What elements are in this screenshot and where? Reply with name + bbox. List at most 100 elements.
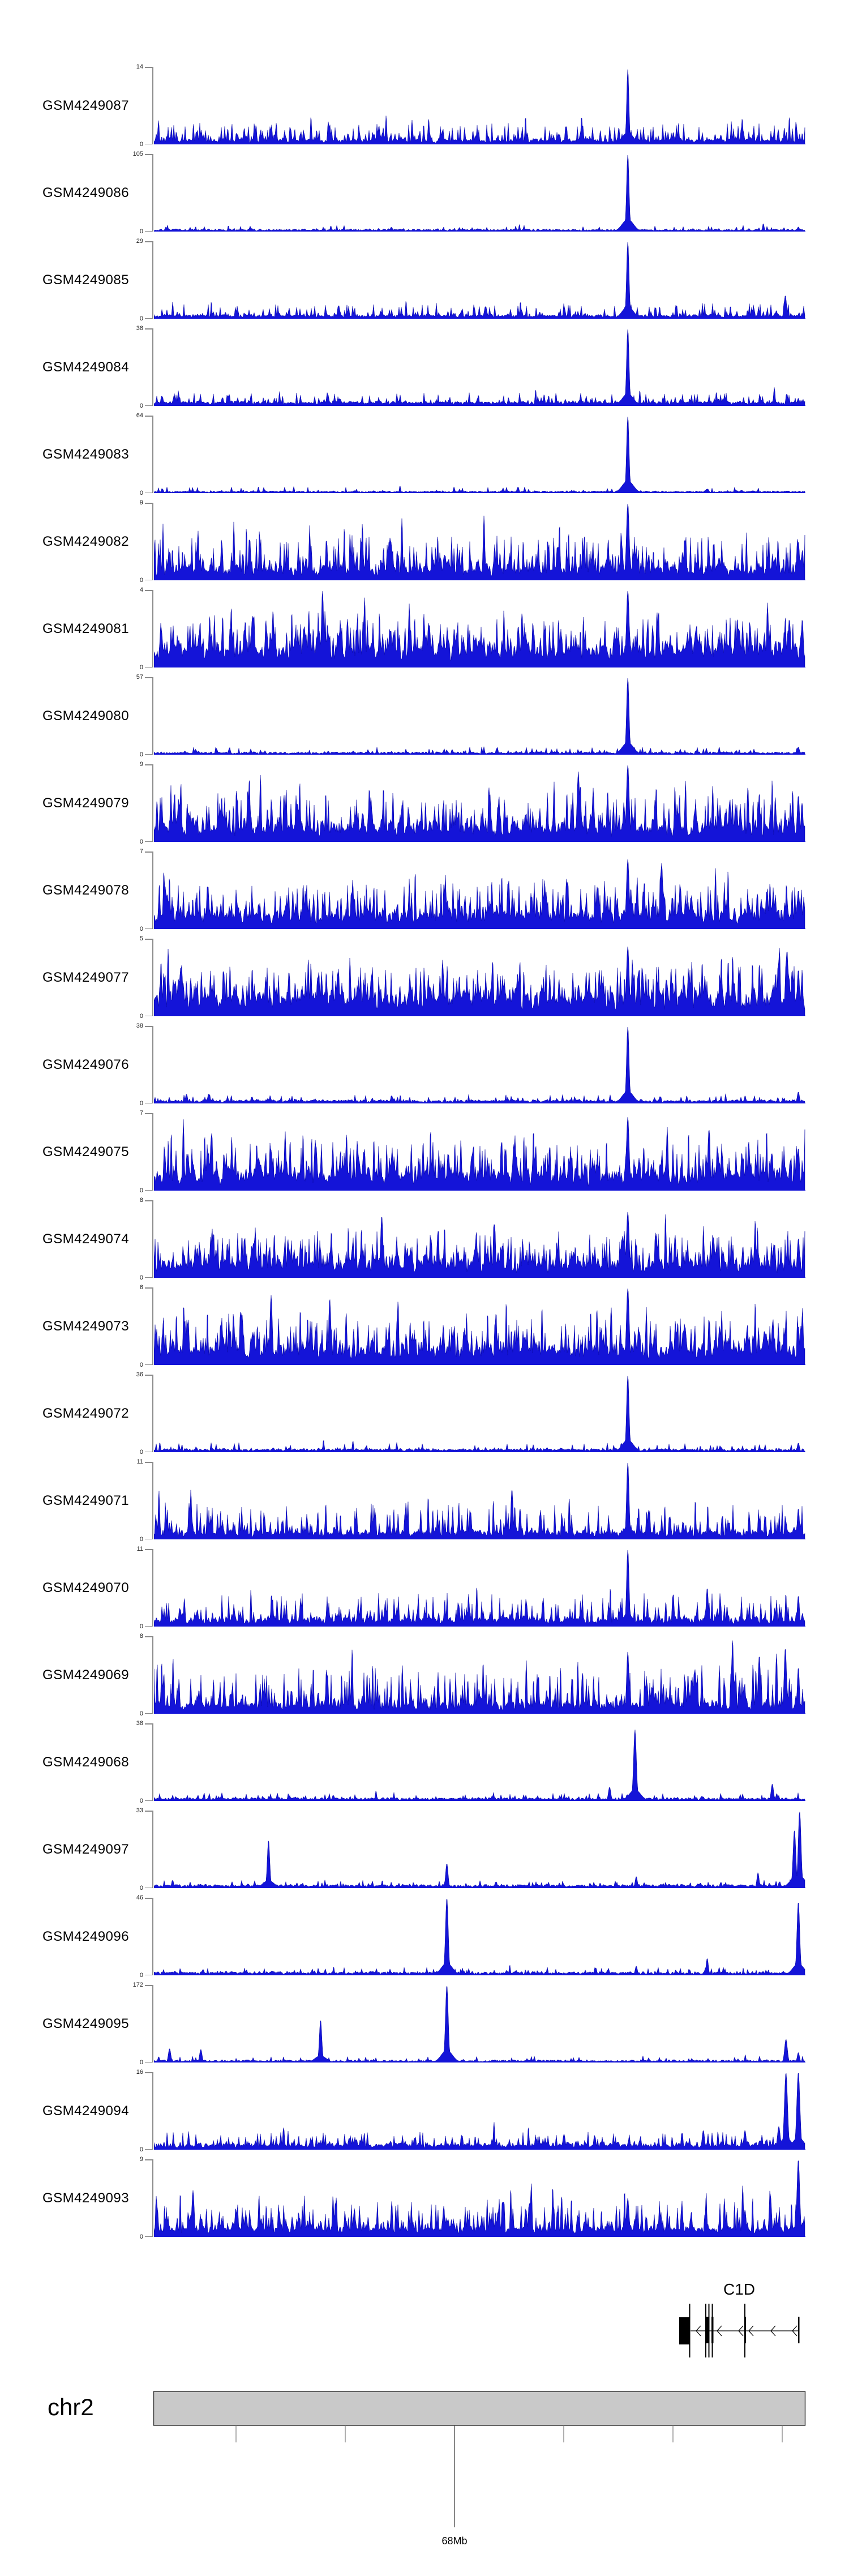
signal-track: GSM4249069 8 0 — [0, 1633, 849, 1717]
y-axis-line — [152, 1636, 153, 1714]
track-scale-zero: 0 — [139, 315, 143, 322]
strand-arrow-icon — [717, 2325, 722, 2337]
y-axis-line — [152, 1985, 153, 2062]
track-sample-label: GSM4249093 — [42, 2190, 130, 2206]
track-scale-zero: 0 — [139, 577, 143, 584]
axis-tick — [145, 1026, 152, 1027]
signal-baseline — [154, 754, 805, 755]
signal-histogram — [154, 504, 805, 580]
track-scale-max: 105 — [132, 151, 143, 157]
axis-tick — [145, 154, 152, 155]
signal-histogram — [154, 1986, 805, 2062]
signal-track: GSM4249072 36 0 — [0, 1371, 849, 1456]
axis-tick — [145, 503, 152, 504]
track-sample-label: GSM4249072 — [42, 1405, 130, 1421]
axis-tick — [145, 764, 152, 765]
track-sample-label: GSM4249073 — [42, 1318, 130, 1334]
track-scale-zero: 0 — [139, 228, 143, 235]
signal-track: GSM4249077 5 0 — [0, 935, 849, 1020]
axis-tick — [145, 1015, 152, 1016]
signal-histogram — [154, 1212, 805, 1278]
signal-track: GSM4249081 4 0 — [0, 587, 849, 671]
signal-baseline — [154, 2149, 805, 2150]
axis-tick — [145, 590, 152, 591]
track-sample-label: GSM4249080 — [42, 708, 130, 724]
track-sample-label: GSM4249087 — [42, 97, 130, 113]
gene-label: C1D — [723, 2280, 755, 2298]
axis-tick — [145, 67, 152, 68]
signal-baseline — [154, 1189, 805, 1191]
track-sample-label: GSM4249096 — [42, 1928, 130, 1944]
track-scale-max: 5 — [139, 935, 143, 942]
track-scale-zero: 0 — [139, 2059, 143, 2066]
track-scale-zero: 0 — [139, 1885, 143, 1892]
signal-track: GSM4249080 57 0 — [0, 674, 849, 758]
axis-tick — [145, 939, 152, 940]
track-sample-label: GSM4249085 — [42, 272, 130, 288]
track-scale-zero: 0 — [139, 1972, 143, 1979]
y-axis-line — [152, 328, 153, 406]
signal-histogram — [154, 330, 805, 406]
track-scale-zero: 0 — [139, 664, 143, 671]
strand-arrow-icon — [738, 2325, 744, 2337]
signal-track: GSM4249079 9 0 — [0, 761, 849, 845]
signal-track: GSM4249075 7 0 — [0, 1110, 849, 1194]
y-axis-line — [152, 1026, 153, 1103]
y-axis-line — [152, 1462, 153, 1539]
track-sample-label: GSM4249079 — [42, 795, 130, 811]
y-axis-line — [152, 503, 153, 580]
axis-tick — [145, 1113, 152, 1114]
track-scale-max: 46 — [136, 1894, 143, 1901]
track-scale-zero: 0 — [139, 403, 143, 409]
signal-baseline — [154, 928, 805, 929]
axis-tick — [145, 1898, 152, 1899]
axis-tick — [145, 1375, 152, 1376]
strand-arrow-icon — [696, 2325, 701, 2337]
track-scale-max: 29 — [136, 238, 143, 245]
y-axis-line — [152, 2072, 153, 2150]
y-axis-line — [152, 1287, 153, 1365]
track-scale-max: 7 — [139, 1110, 143, 1116]
axis-tick — [145, 1636, 152, 1637]
y-axis-line — [152, 2159, 153, 2237]
track-sample-label: GSM4249070 — [42, 1580, 130, 1595]
signal-baseline — [154, 405, 805, 406]
gene-exon — [744, 2317, 746, 2343]
signal-baseline — [154, 230, 805, 232]
signal-baseline — [154, 1713, 805, 1714]
axis-tick — [145, 1713, 152, 1714]
chromosome-axis: 68Mb — [153, 2391, 806, 2547]
signal-histogram — [154, 2073, 805, 2150]
signal-histogram — [154, 1640, 805, 1714]
track-scale-zero: 0 — [139, 141, 143, 148]
axis-tick — [145, 318, 152, 319]
signal-track: GSM4249097 33 0 — [0, 1807, 849, 1892]
axis-tick — [145, 143, 152, 144]
track-scale-max: 16 — [136, 2069, 143, 2076]
axis-tick — [145, 2061, 152, 2062]
axis-tick — [145, 241, 152, 242]
axis-tick — [145, 666, 152, 667]
strand-arrow-icon — [770, 2325, 776, 2337]
signal-histogram — [154, 69, 805, 144]
signal-track: GSM4249082 9 0 — [0, 499, 849, 584]
track-scale-zero: 0 — [139, 1623, 143, 1630]
track-scale-max: 8 — [139, 1197, 143, 1204]
signal-baseline — [154, 318, 805, 319]
axis-tick — [145, 1277, 152, 1278]
y-axis-line — [152, 1811, 153, 1888]
signal-baseline — [154, 1277, 805, 1278]
signal-track: GSM4249076 38 0 — [0, 1022, 849, 1107]
signal-track: GSM4249074 8 0 — [0, 1197, 849, 1281]
track-scale-zero: 0 — [139, 2146, 143, 2153]
signal-track: GSM4249085 29 0 — [0, 238, 849, 322]
signal-histogram — [154, 591, 805, 667]
track-scale-zero: 0 — [139, 490, 143, 497]
y-axis-line — [152, 1898, 153, 1975]
track-scale-max: 38 — [136, 1720, 143, 1727]
axis-tick — [145, 1811, 152, 1812]
track-sample-label: GSM4249074 — [42, 1231, 130, 1247]
track-scale-zero: 0 — [139, 1187, 143, 1194]
signal-histogram — [154, 1117, 805, 1191]
signal-histogram — [154, 1027, 805, 1103]
